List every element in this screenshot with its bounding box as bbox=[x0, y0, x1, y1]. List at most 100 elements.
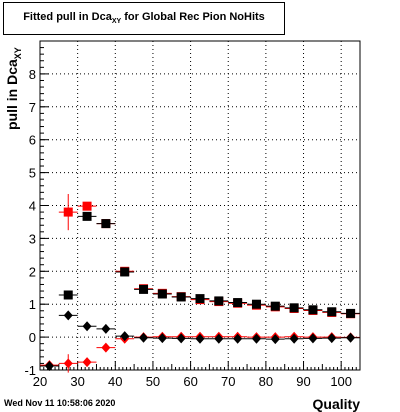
data-point bbox=[171, 333, 191, 344]
x-tick-label: 80 bbox=[259, 374, 273, 389]
x-tick-label: 50 bbox=[146, 374, 160, 389]
timestamp: Wed Nov 11 10:58:06 2020 bbox=[4, 398, 116, 408]
tick-labels: 20 30 40 50 60 70 80 90 100 -1 0 1 2 3 4 5 6 7 8 bbox=[24, 67, 352, 389]
data-point bbox=[40, 361, 59, 372]
square-marker bbox=[120, 267, 130, 277]
y-tick-label: 5 bbox=[29, 166, 36, 181]
data-point bbox=[341, 332, 360, 343]
diamond-marker bbox=[82, 321, 92, 332]
square-marker bbox=[327, 307, 337, 317]
square-marker bbox=[233, 298, 243, 308]
data-point bbox=[134, 284, 153, 294]
axis-ticks bbox=[39, 47, 361, 371]
square-marker bbox=[270, 301, 280, 311]
data-point bbox=[58, 310, 78, 321]
data-point bbox=[265, 301, 285, 311]
data-point bbox=[303, 333, 323, 344]
diamond-marker bbox=[139, 332, 149, 343]
chart-title-box: Fitted pull in DcaXY for Global Rec Pion… bbox=[3, 2, 285, 35]
data-point bbox=[303, 305, 323, 315]
square-marker bbox=[82, 201, 92, 211]
y-tick-label: 6 bbox=[29, 133, 36, 148]
data-point bbox=[190, 294, 210, 304]
data-point bbox=[284, 303, 304, 313]
data-point bbox=[77, 211, 97, 221]
square-marker bbox=[176, 292, 186, 302]
x-tick-label: 70 bbox=[221, 374, 235, 389]
data-point bbox=[284, 333, 304, 344]
square-marker bbox=[139, 284, 149, 294]
x-tick-label: 40 bbox=[108, 374, 122, 389]
diamond-marker bbox=[101, 323, 111, 334]
chart-title: Fitted pull in DcaXY for Global Rec Pion… bbox=[4, 11, 284, 25]
diamond-marker bbox=[289, 333, 299, 344]
y-tick-label: -1 bbox=[24, 363, 36, 378]
diamond-marker bbox=[44, 361, 54, 372]
data-point bbox=[209, 296, 229, 306]
diamond-marker bbox=[82, 357, 92, 368]
data-point bbox=[96, 323, 116, 334]
data-point bbox=[77, 201, 97, 211]
square-marker bbox=[63, 290, 73, 300]
y-tick-label: 4 bbox=[29, 199, 36, 214]
data-points bbox=[40, 193, 360, 373]
diamond-marker bbox=[195, 333, 205, 344]
data-point bbox=[265, 334, 285, 345]
diamond-marker bbox=[214, 333, 224, 344]
data-point bbox=[77, 357, 97, 368]
data-point bbox=[115, 267, 135, 277]
square-marker bbox=[82, 211, 92, 221]
y-tick-label: 2 bbox=[29, 264, 36, 279]
diamond-marker bbox=[233, 333, 243, 344]
y-axis-label-main: pull in Dca bbox=[4, 59, 20, 130]
data-point bbox=[171, 292, 191, 302]
diamond-marker bbox=[308, 333, 318, 344]
data-point bbox=[322, 307, 342, 317]
data-point bbox=[247, 299, 266, 309]
data-point bbox=[228, 333, 248, 344]
square-marker bbox=[63, 207, 73, 217]
diamond-marker bbox=[327, 333, 337, 344]
data-point bbox=[96, 219, 116, 229]
x-tick-label: 90 bbox=[296, 374, 310, 389]
data-point bbox=[228, 298, 248, 308]
diamond-marker bbox=[157, 333, 167, 344]
title-prefix: Fitted pull in Dca bbox=[23, 11, 112, 23]
data-point bbox=[115, 331, 135, 342]
y-tick-label: 8 bbox=[29, 67, 36, 82]
square-marker bbox=[157, 289, 167, 299]
x-axis-label: Quality bbox=[313, 396, 361, 412]
data-point bbox=[341, 308, 360, 318]
diamond-marker bbox=[176, 333, 186, 344]
title-suffix: for Global Rec Pion NoHits bbox=[121, 11, 265, 23]
data-point bbox=[152, 333, 172, 344]
data-point bbox=[152, 289, 172, 299]
y-tick-label: 0 bbox=[29, 330, 36, 345]
square-marker bbox=[308, 305, 318, 315]
y-axis-label: pull in DcaXY bbox=[4, 47, 23, 130]
x-tick-label: 60 bbox=[183, 374, 197, 389]
x-tick-label: 100 bbox=[330, 374, 352, 389]
diamond-marker bbox=[270, 334, 280, 345]
data-point bbox=[134, 332, 153, 343]
diamond-marker bbox=[63, 358, 73, 369]
square-marker bbox=[195, 294, 205, 304]
square-marker bbox=[289, 303, 299, 313]
diamond-marker bbox=[346, 332, 356, 343]
data-point bbox=[190, 333, 210, 344]
title-subscript: XY bbox=[111, 18, 122, 26]
data-point bbox=[322, 333, 342, 344]
y-tick-label: 1 bbox=[29, 297, 36, 312]
x-tick-label: 30 bbox=[70, 374, 84, 389]
data-point bbox=[58, 354, 78, 373]
data-point bbox=[247, 333, 266, 344]
data-point bbox=[77, 321, 97, 332]
data-point bbox=[209, 333, 229, 344]
y-tick-label: 3 bbox=[29, 231, 36, 246]
square-marker bbox=[346, 308, 356, 318]
data-point bbox=[96, 342, 116, 353]
y-tick-label: 7 bbox=[29, 100, 36, 115]
diamond-marker bbox=[63, 310, 73, 321]
diamond-marker bbox=[120, 331, 130, 342]
